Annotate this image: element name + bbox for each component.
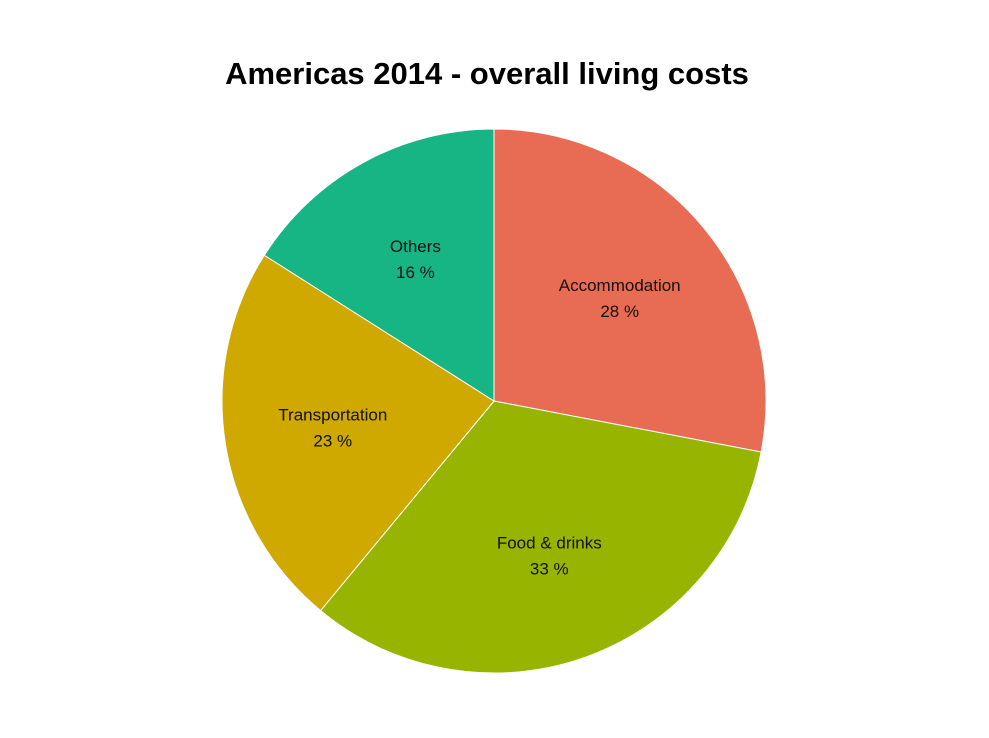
pie-slice-transportation <box>221 254 495 612</box>
chart-title: Americas 2014 - overall living costs <box>225 56 749 91</box>
pie-slice-accommodation <box>493 128 767 453</box>
pie-slice-food-drinks <box>319 400 762 674</box>
pie-slice-others <box>263 128 495 402</box>
slice-category-label: Others <box>390 237 441 256</box>
slice-value-label: 33 % <box>530 560 569 579</box>
slice-category-label: Transportation <box>278 406 387 425</box>
slice-value-label: 28 % <box>600 302 639 321</box>
slice-value-label: 23 % <box>313 432 352 451</box>
slice-value-label: 16 % <box>396 263 435 282</box>
slice-category-label: Food & drinks <box>497 534 602 553</box>
slice-category-label: Accommodation <box>559 276 681 295</box>
